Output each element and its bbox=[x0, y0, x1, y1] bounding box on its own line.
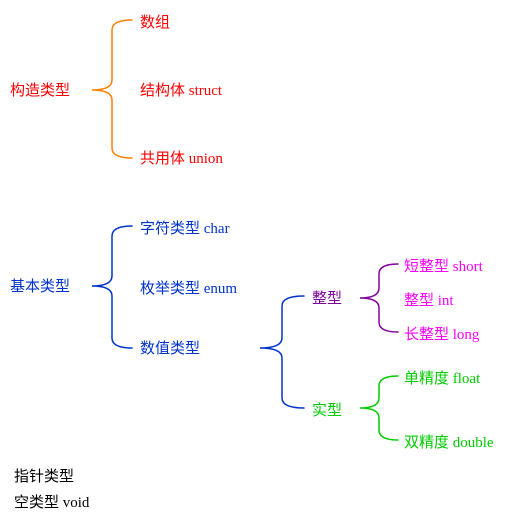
node-pointer: 指针类型 bbox=[14, 468, 74, 486]
node-construct_union: 共用体 union bbox=[140, 150, 223, 168]
node-int_short: 短整型 short bbox=[404, 258, 483, 276]
node-basic_numeric: 数值类型 bbox=[140, 340, 200, 358]
node-basic_char: 字符类型 char bbox=[140, 220, 230, 238]
node-num_int: 整型 bbox=[312, 290, 342, 308]
node-num_real: 实型 bbox=[312, 402, 342, 420]
bracket-br_numeric bbox=[260, 296, 304, 408]
diagram-stage: 构造类型 数组结构体 struct 共用体 union 基本类型 字符类型 char 枚举… bbox=[0, 0, 526, 516]
node-construct_struct: 结构体 struct bbox=[140, 82, 222, 100]
node-construct_root: 构造类型 bbox=[10, 82, 70, 100]
node-int_int: 整型 int bbox=[404, 292, 454, 310]
node-basic_enum: 枚举类型 enum bbox=[140, 280, 237, 298]
node-construct_array: 数组 bbox=[140, 14, 170, 32]
node-basic_root: 基本类型 bbox=[10, 278, 70, 296]
node-real_double: 双精度 double bbox=[404, 434, 494, 452]
node-int_long: 长整型 long bbox=[404, 326, 479, 344]
bracket-br_basic bbox=[92, 226, 132, 348]
node-real_float: 单精度 float bbox=[404, 370, 480, 388]
bracket-br_real bbox=[360, 376, 398, 440]
node-void: 空类型 void bbox=[14, 494, 89, 512]
bracket-br_construct bbox=[92, 20, 132, 158]
bracket-br_int bbox=[360, 264, 398, 332]
